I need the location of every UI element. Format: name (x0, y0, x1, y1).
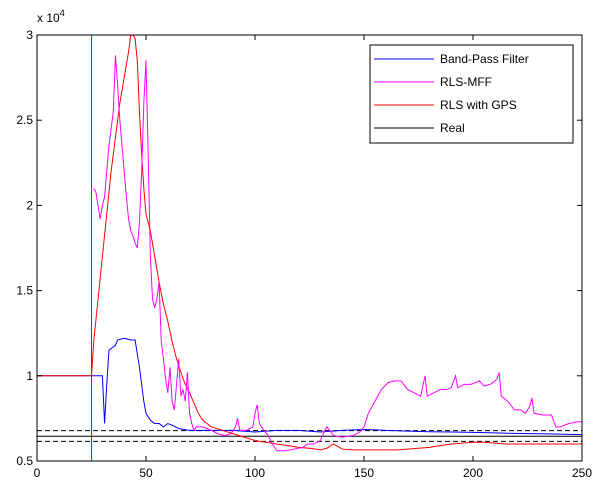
y-tick-label: 2 (26, 198, 33, 212)
series-line-rls-with-gps (37, 35, 582, 451)
y-tick-label: 0.5 (16, 454, 33, 468)
x-tick-label: 200 (463, 466, 483, 480)
legend-label: Real (440, 121, 465, 135)
y-tick-label: 1 (26, 369, 33, 383)
x-tick-label: 100 (245, 466, 265, 480)
legend-label: RLS with GPS (440, 98, 517, 112)
legend-label: RLS-MFF (440, 75, 492, 89)
x-tick-label: 50 (139, 466, 153, 480)
legend-label: Band-Pass Filter (440, 52, 529, 66)
series-line-band-pass-filter (37, 337, 582, 436)
y-tick-label: 1.5 (16, 284, 33, 298)
ticks-layer: 0 50 100 150 200 250 0.5 1 1.5 2 2.5 3 (16, 28, 592, 480)
y-tick-label: 3 (26, 28, 33, 42)
y-exponent-label: x 104 (37, 8, 65, 25)
y-exponent-power: 4 (60, 8, 65, 18)
y-tick-label: 2.5 (16, 113, 33, 127)
x-tick-label: 0 (34, 466, 41, 480)
series-line-rls-mff (93, 55, 582, 452)
series-layer (37, 35, 582, 461)
legend-box (369, 44, 574, 144)
x-tick-label: 150 (354, 466, 374, 480)
x-tick-label: 250 (572, 466, 592, 480)
y-exponent-base: x 10 (37, 11, 60, 25)
legend: Band-Pass Filter RLS-MFF RLS with GPS Real (369, 44, 574, 144)
axes-box (36, 34, 583, 462)
